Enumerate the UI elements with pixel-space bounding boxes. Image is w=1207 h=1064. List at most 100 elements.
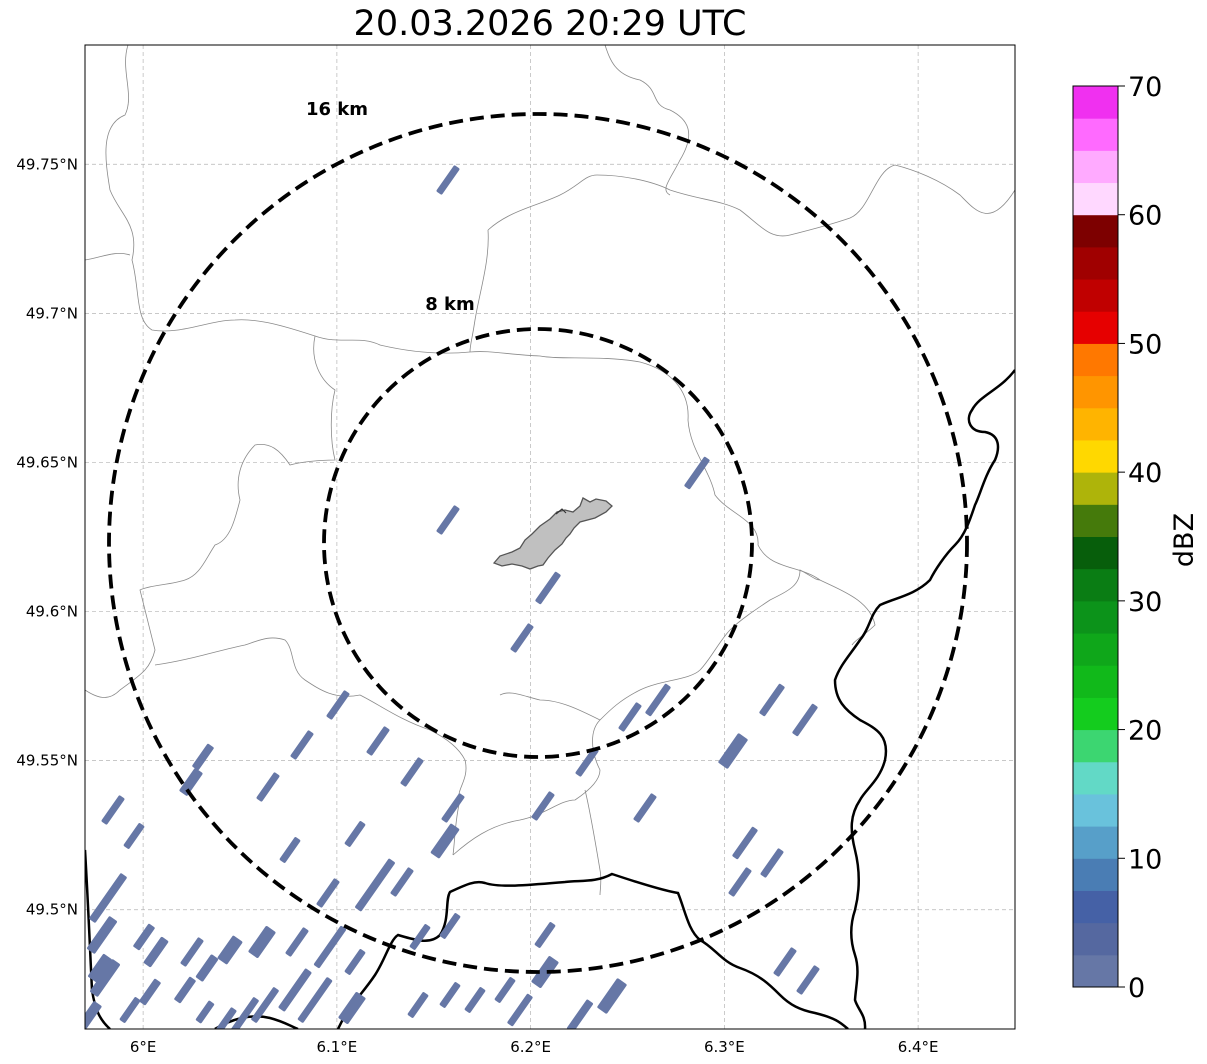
radar-echo [796,965,820,995]
radar-echo [88,953,112,983]
radar-echo [278,968,312,1012]
colorbar-segment [1073,343,1118,377]
country-border [85,369,1015,1029]
colorbar [1073,86,1118,988]
lon-tick-label: 6.3°E [704,1038,745,1056]
radar-echo [407,992,429,1018]
radar-echo [355,858,395,912]
lat-tick-label: 49.55°N [16,752,78,770]
city-detail [555,508,567,515]
colorbar-segment [1073,472,1118,505]
longitude-ticks: 6°E 6.1°E 6.2°E 6.3°E 6.4°E [130,1038,939,1056]
colorbar-segment [1073,826,1118,859]
radar-echo [213,1007,237,1029]
radar-echo [195,954,219,982]
colorbar-segment [1073,311,1118,344]
colorbar-segment [1073,858,1118,891]
radar-echo [251,987,279,1023]
colorbar-segment [1073,246,1118,280]
radar-echo [192,743,214,771]
radar-echo [290,730,314,760]
radar-echo [531,791,555,821]
colorbar-segment [1073,633,1118,666]
radar-echo [760,848,784,878]
lat-tick-label: 49.65°N [16,453,78,471]
colorbar-segment [1073,954,1118,988]
radar-echo [759,683,785,717]
radar-echo [390,867,414,897]
colorbar-segment [1073,182,1118,216]
radar-echo [728,867,752,897]
colorbar-segment [1073,761,1118,795]
radar-echo [494,977,516,1003]
colorbar-segment [1073,439,1118,473]
ring-label-16km: 16 km [306,99,368,120]
colorbar-tick-label: 50 [1128,329,1162,360]
colorbar-segment [1073,214,1118,248]
radar-echo [285,927,309,957]
radar-echo [464,987,486,1013]
range-ring-16km [107,112,969,974]
radar-echoes [85,165,820,1029]
radar-echo [101,795,125,825]
radar-echo [531,956,559,988]
radar-echo [133,923,155,951]
colorbar-tick-label: 10 [1128,844,1162,875]
radar-echo [297,977,333,1023]
lon-tick-label: 6.2°E [510,1038,551,1056]
radar-echo [507,993,533,1027]
colorbar-segment [1073,504,1118,537]
lat-tick-label: 49.6°N [26,603,78,621]
lon-tick-label: 6°E [130,1038,157,1056]
colorbar-tick-label: 40 [1128,458,1162,489]
lat-tick-label: 49.75°N [16,155,78,173]
range-rings [107,112,969,974]
colorbar-label: dBZ [1169,513,1200,567]
radar-echo [123,823,145,849]
colorbar-segment [1073,665,1118,698]
lat-tick-label: 49.7°N [26,304,78,322]
range-ring-8km [322,327,754,759]
radar-echo [89,873,127,923]
radar-echo [792,703,818,737]
radar-echo [119,997,141,1023]
colorbar-ticks: 0 10 20 30 40 50 60 70 [1118,72,1162,1004]
radar-echo [85,1001,102,1029]
radar-echo [87,916,117,954]
colorbar-segment [1073,697,1118,731]
radar-echo [179,768,203,796]
radar-echo [279,837,301,863]
latitude-ticks: 49.75°N 49.7°N 49.65°N 49.6°N 49.55°N 49.5°N [16,155,78,918]
radar-echo [566,999,594,1029]
colorbar-segment [1073,922,1118,956]
radar-echo [535,571,561,605]
radar-echo [718,733,748,769]
radar-echo [436,505,460,535]
radar-echo [217,935,243,965]
radar-echo [174,976,196,1004]
colorbar-segment [1073,729,1118,763]
lat-tick-label: 49.5°N [26,901,78,919]
radar-echo [439,982,461,1008]
colorbar-segment [1073,86,1118,119]
radar-echo [575,747,599,777]
radar-echo [139,978,161,1006]
radar-echo [344,821,366,847]
radar-echo [633,793,657,823]
colorbar-segment [1073,118,1118,151]
radar-echo [195,1000,215,1024]
radar-echo [645,683,671,717]
radar-echo [313,925,347,969]
radar-echo [409,924,431,950]
municipal-boundaries [85,45,1015,896]
radar-echo [684,456,710,490]
radar-echo [248,926,276,958]
colorbar-segment [1073,150,1118,184]
radar-echo [338,992,366,1024]
radar-echo [441,793,465,823]
radar-echo [90,959,120,997]
radar-echo [143,936,169,968]
radar-echo [597,978,627,1014]
radar-echo [366,726,390,756]
